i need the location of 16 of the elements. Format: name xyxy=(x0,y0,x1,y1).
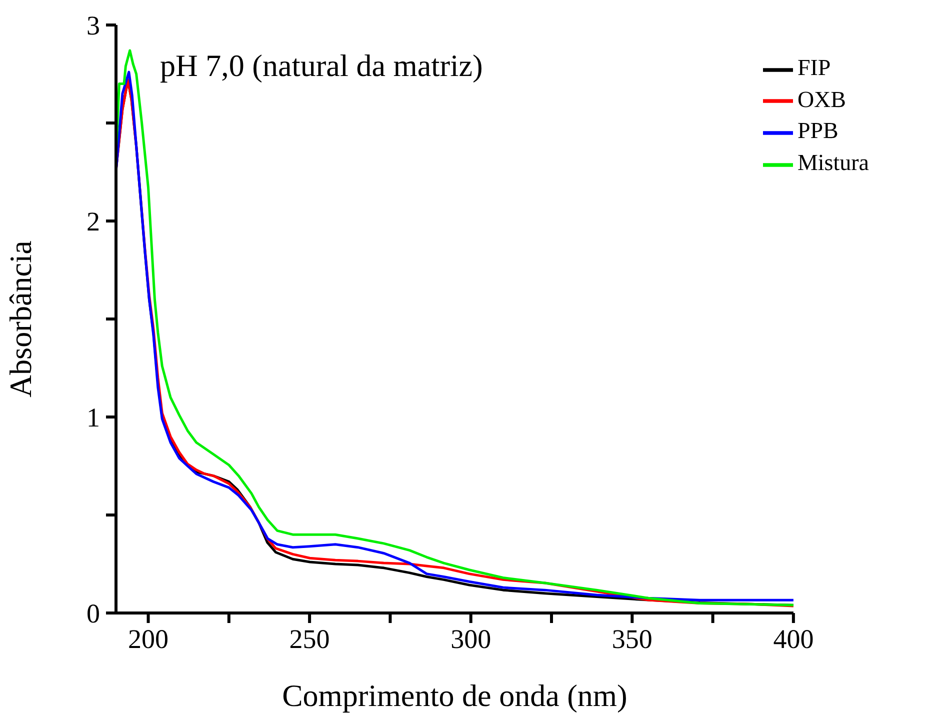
legend-label: OXB xyxy=(797,86,846,112)
legend-label: FIP xyxy=(797,55,831,80)
text: pH 7,0 (natural da matriz) xyxy=(160,48,483,84)
x-tick-label: 200 xyxy=(128,624,169,654)
y-tick-label: 3 xyxy=(86,10,100,41)
y-tick-label: 0 xyxy=(86,598,100,629)
x-tick-label: 250 xyxy=(289,624,330,654)
x-axis-title: Comprimento de onda (nm) xyxy=(282,678,628,713)
x-tick-label: 300 xyxy=(450,624,492,654)
y-tick-label: 1 xyxy=(86,402,100,433)
legend-label: Mistura xyxy=(797,150,869,176)
legend-label: PPB xyxy=(797,118,838,144)
y-tick-label: 2 xyxy=(86,206,100,237)
x-tick-label: 400 xyxy=(773,624,814,654)
x-tick-label: 350 xyxy=(612,624,652,654)
y-axis-title: Absorbância xyxy=(3,240,38,398)
